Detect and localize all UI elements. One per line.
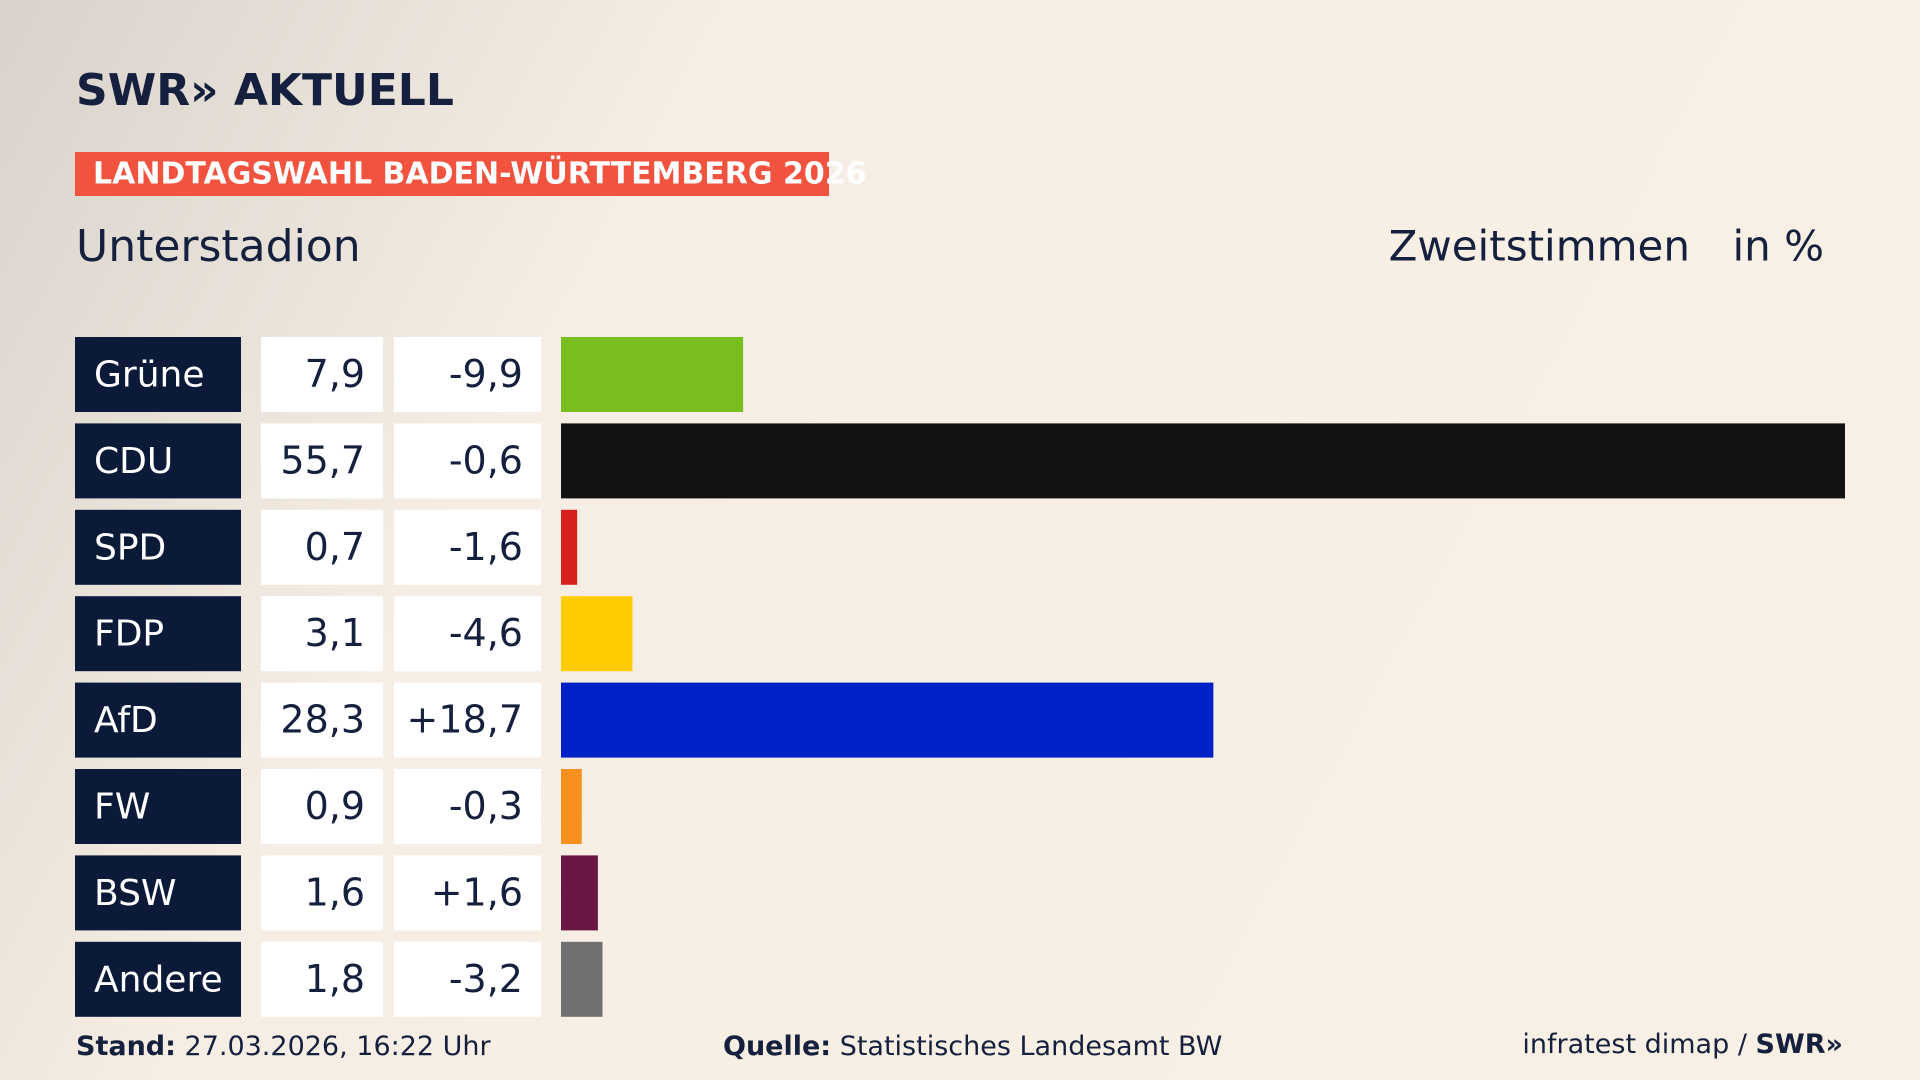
source-text: Statistisches Landesamt BW xyxy=(840,1031,1223,1062)
banner-text: LANDTAGSWAHL BADEN-WÜRTTEMBERG 2026 xyxy=(93,155,866,192)
footer-source: Quelle: Statistisches Landesamt BW xyxy=(723,1031,1222,1062)
change-box xyxy=(394,682,541,758)
value-label: 0,9 xyxy=(305,784,365,828)
source-label: Quelle: xyxy=(723,1031,831,1062)
credit-brand: SWR» xyxy=(1756,1029,1843,1060)
value-label: 1,8 xyxy=(305,957,365,1001)
value-label: 3,1 xyxy=(305,611,365,655)
party-box xyxy=(75,423,241,499)
party-box xyxy=(75,337,241,412)
party-label: Andere xyxy=(94,959,223,1000)
stand-date: 27.03.2026, 16:22 Uhr xyxy=(185,1031,492,1062)
party-label: AfD xyxy=(94,700,158,741)
bar xyxy=(561,941,603,1017)
measure-label: Zweitstimmen xyxy=(1389,222,1690,271)
value-box xyxy=(261,423,383,499)
value-label: 55,7 xyxy=(280,438,365,482)
footer-credit: infratest dimap / SWR» xyxy=(1522,1029,1843,1060)
change-box xyxy=(394,769,541,844)
party-label: SPD xyxy=(94,527,166,568)
chart-title: Unterstadion xyxy=(76,221,361,272)
change-label: +18,7 xyxy=(407,698,523,742)
value-box xyxy=(261,941,383,1017)
party-box xyxy=(75,941,241,1017)
change-box xyxy=(394,509,541,585)
bar xyxy=(561,509,578,585)
bar xyxy=(561,855,598,931)
bar xyxy=(561,769,582,844)
value-box xyxy=(261,682,383,758)
party-box xyxy=(75,596,241,672)
change-label: +1,6 xyxy=(431,870,523,914)
value-box xyxy=(261,509,383,585)
change-box xyxy=(394,596,541,672)
party-label: CDU xyxy=(94,441,173,482)
value-label: 28,3 xyxy=(280,698,365,742)
bar xyxy=(561,423,1845,499)
footer-stand: Stand: 27.03.2026, 16:22 Uhr xyxy=(76,1031,492,1062)
party-label: Grüne xyxy=(94,355,204,396)
value-box xyxy=(261,596,383,672)
value-box xyxy=(261,337,383,412)
value-box xyxy=(261,769,383,844)
value-label: 0,7 xyxy=(305,525,365,569)
value-label: 7,9 xyxy=(305,352,365,396)
change-label: -1,6 xyxy=(449,525,523,569)
change-label: -0,6 xyxy=(449,438,523,482)
party-label: BSW xyxy=(94,873,177,914)
change-label: -9,9 xyxy=(449,352,523,396)
brand-logo: SWR» AKTUELL xyxy=(76,65,454,116)
party-label: FW xyxy=(94,787,150,828)
party-label: FDP xyxy=(94,614,164,655)
bar xyxy=(561,337,744,412)
party-box xyxy=(75,769,241,844)
change-box xyxy=(394,855,541,931)
change-box xyxy=(394,941,541,1017)
change-label: -0,3 xyxy=(449,784,523,828)
change-label: -4,6 xyxy=(449,611,523,655)
value-box xyxy=(261,855,383,931)
stand-label: Stand: xyxy=(76,1031,176,1062)
party-box xyxy=(75,855,241,931)
change-box xyxy=(394,337,541,412)
bar xyxy=(561,682,1214,758)
bar xyxy=(561,596,633,672)
unit-label: in % xyxy=(1732,222,1824,271)
party-box xyxy=(75,682,241,758)
party-box xyxy=(75,509,241,585)
change-label: -3,2 xyxy=(449,957,523,1001)
value-label: 1,6 xyxy=(305,870,365,914)
change-box xyxy=(394,423,541,499)
credit-text: infratest dimap / xyxy=(1522,1029,1747,1060)
banner-box xyxy=(75,152,829,196)
